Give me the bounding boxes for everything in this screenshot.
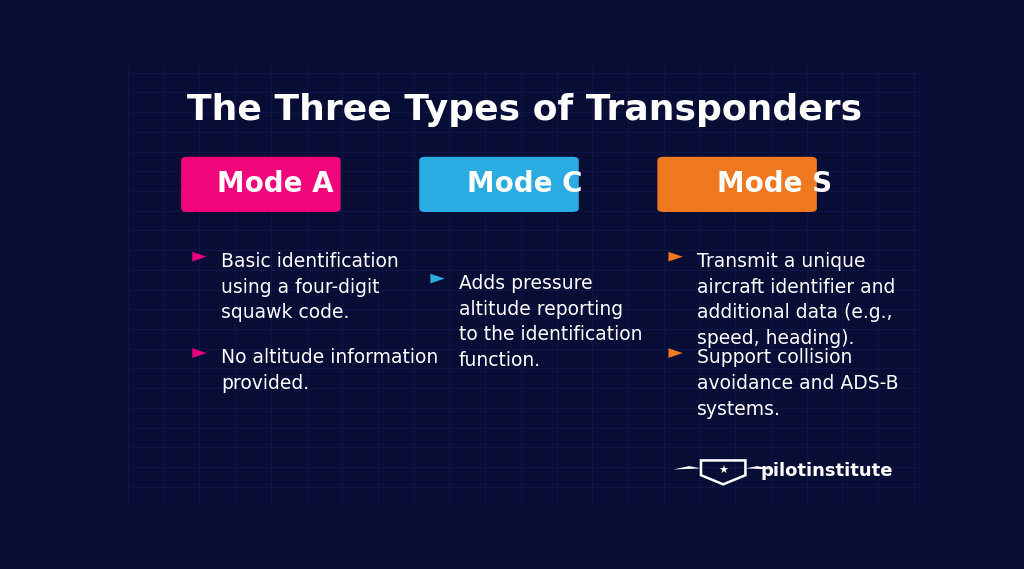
Text: No altitude information
provided.: No altitude information provided.: [221, 348, 438, 393]
Text: ★: ★: [718, 465, 728, 476]
Polygon shape: [669, 348, 683, 358]
Polygon shape: [745, 466, 773, 469]
Text: Adds pressure
altitude reporting
to the identification
function.: Adds pressure altitude reporting to the …: [459, 274, 642, 370]
FancyBboxPatch shape: [419, 157, 579, 212]
Text: Mode C: Mode C: [467, 170, 583, 199]
Text: pilotinstitute: pilotinstitute: [761, 463, 893, 480]
FancyBboxPatch shape: [181, 157, 341, 212]
Polygon shape: [430, 274, 444, 283]
Polygon shape: [193, 348, 207, 358]
Text: Support collision
avoidance and ADS-B
systems.: Support collision avoidance and ADS-B sy…: [697, 348, 899, 419]
Polygon shape: [193, 252, 207, 262]
Text: Mode A: Mode A: [216, 170, 333, 199]
Polygon shape: [673, 466, 701, 469]
Text: Basic identification
using a four-digit
squawk code.: Basic identification using a four-digit …: [221, 252, 398, 323]
Text: Mode S: Mode S: [717, 170, 833, 199]
Text: The Three Types of Transponders: The Three Types of Transponders: [187, 93, 862, 127]
FancyBboxPatch shape: [657, 157, 817, 212]
Text: Transmit a unique
aircraft identifier and
additional data (e.g.,
speed, heading): Transmit a unique aircraft identifier an…: [697, 252, 895, 348]
Polygon shape: [669, 252, 683, 262]
